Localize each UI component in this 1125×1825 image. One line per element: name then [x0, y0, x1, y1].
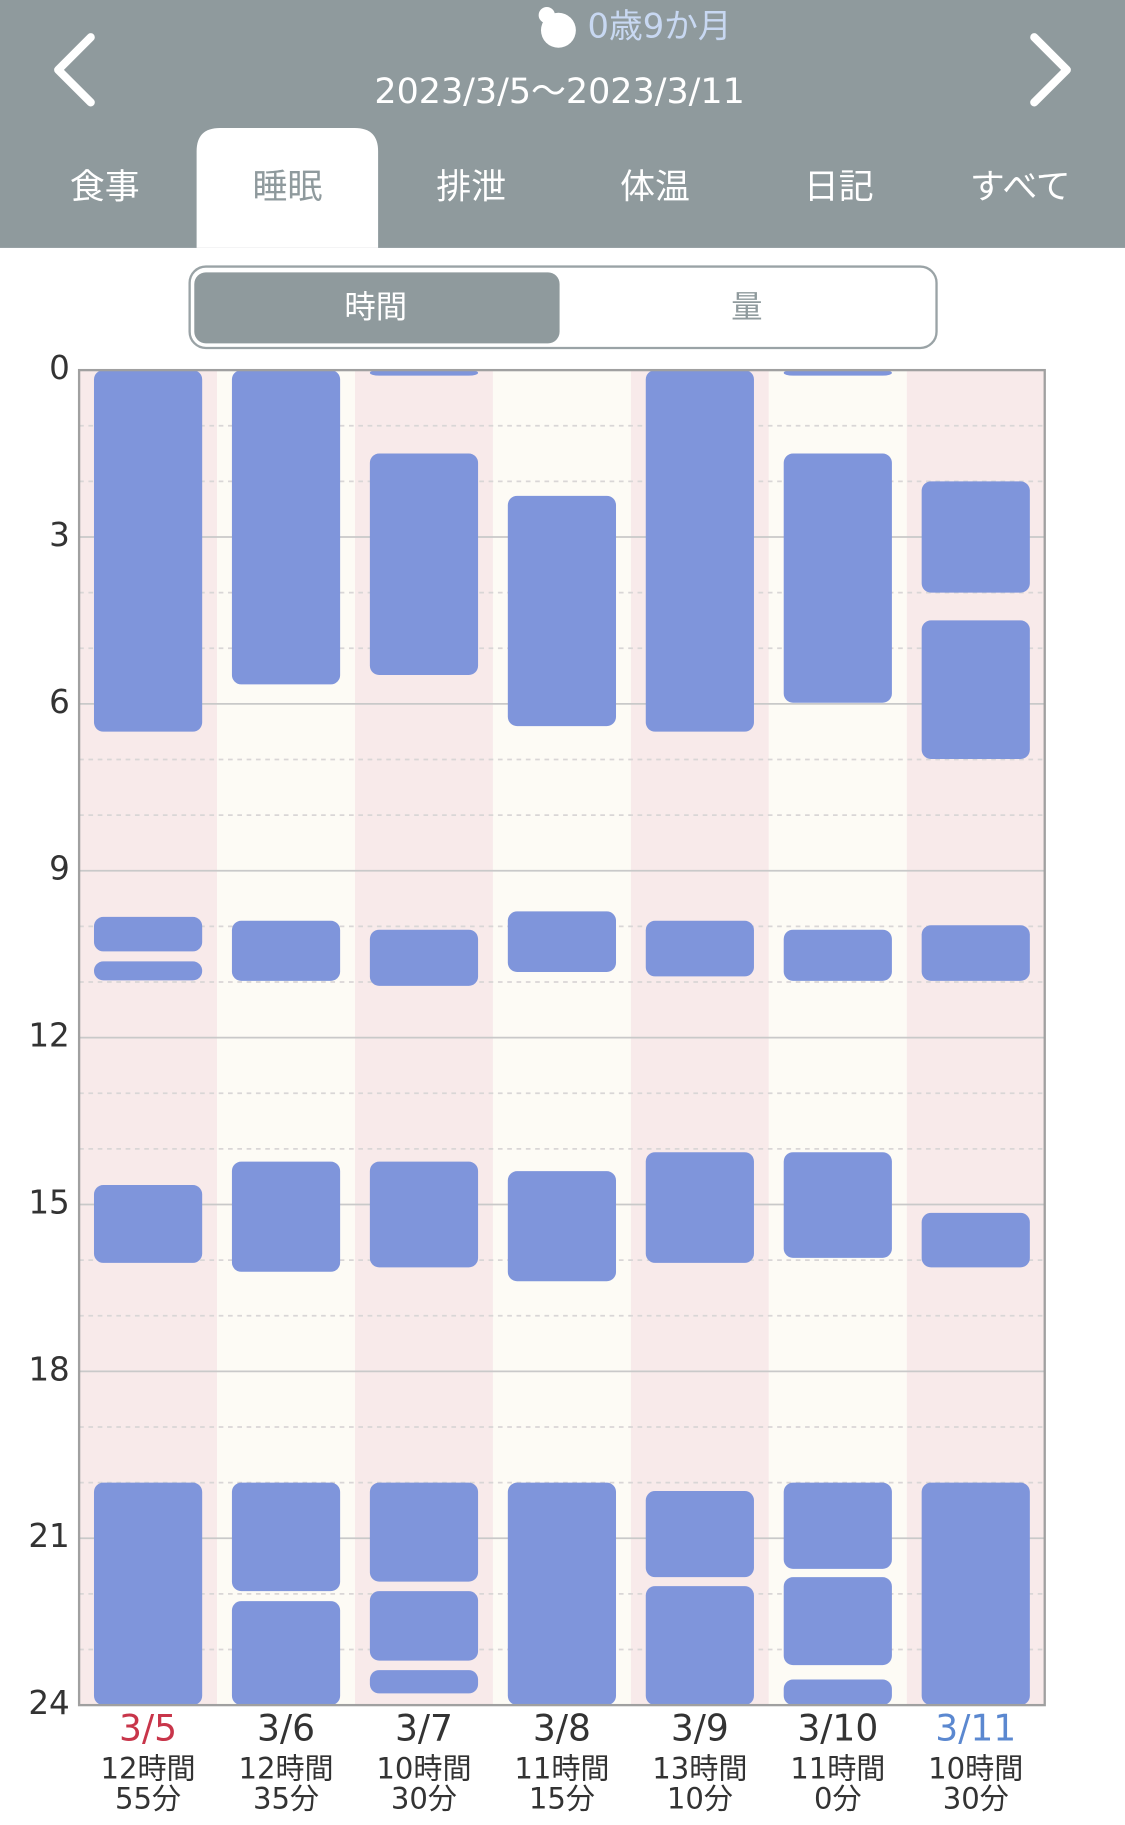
- sleep-bar: [921, 481, 1030, 593]
- active-tab-bg: [196, 128, 379, 248]
- x-tick-label: 3/9: [671, 1708, 729, 1750]
- sleep-bar: [783, 453, 892, 703]
- total-hours: 10時間: [928, 1751, 1023, 1785]
- x-tick-label: 3/8: [533, 1708, 591, 1750]
- total-hours: 11時間: [790, 1751, 885, 1785]
- sleep-bar: [93, 370, 203, 732]
- sleep-bar: [369, 1161, 479, 1268]
- total-hours: 12時間: [101, 1751, 196, 1785]
- total-minutes: 15分: [529, 1782, 595, 1816]
- sleep-bar: [93, 1185, 203, 1263]
- x-tick-label: 3/5: [119, 1708, 177, 1750]
- sleep-bar: [369, 1670, 479, 1694]
- tab[interactable]: 体温: [620, 168, 690, 208]
- y-tick-label: 6: [49, 683, 70, 721]
- age-label: 0歳9か月: [588, 6, 732, 45]
- sleep-bar: [921, 925, 1030, 981]
- sleep-bar: [93, 916, 203, 952]
- tab-bar: 食事 睡眠 排泄 体温 日記 すべて: [70, 128, 1071, 248]
- tab[interactable]: 食事: [70, 168, 140, 208]
- toggle-option[interactable]: 量: [731, 289, 762, 325]
- sleep-bar: [507, 495, 617, 727]
- sleep-bar: [507, 1171, 617, 1282]
- tab[interactable]: 睡眠: [252, 168, 322, 208]
- sleep-bar: [93, 1482, 203, 1706]
- chart: 036912151821243/512時間55分3/612時間35分3/710時…: [28, 349, 1046, 1816]
- sleep-bar: [369, 1591, 479, 1661]
- tab[interactable]: 日記: [804, 168, 874, 208]
- toggle-option[interactable]: 時間: [344, 289, 407, 325]
- x-tick-label: 3/11: [935, 1708, 1016, 1750]
- sleep-bar: [783, 370, 892, 376]
- date-range: 2023/3/5〜2023/3/11: [374, 72, 744, 112]
- sleep-bar: [507, 1482, 617, 1706]
- total-minutes: 10分: [667, 1782, 733, 1816]
- x-tick-label: 3/7: [395, 1708, 453, 1750]
- toggle-active-bg: [194, 272, 560, 344]
- sleep-bar: [645, 1586, 754, 1706]
- total-minutes: 35分: [253, 1782, 319, 1816]
- y-tick-label: 0: [49, 349, 70, 387]
- sleep-bar: [231, 1482, 341, 1592]
- sleep-bar: [369, 370, 479, 376]
- y-tick-label: 12: [28, 1017, 69, 1055]
- x-tick-label: 3/10: [797, 1708, 878, 1750]
- plot-frame: [77, 368, 1046, 1707]
- sleep-bar: [783, 1482, 892, 1569]
- sleep-bar: [921, 1212, 1030, 1268]
- total-hours: 10時間: [376, 1751, 471, 1785]
- y-tick-label: 21: [28, 1517, 69, 1555]
- sleep-bar: [231, 370, 341, 685]
- total-minutes: 0分: [814, 1782, 862, 1816]
- sleep-bar: [231, 1601, 341, 1706]
- sleep-bar: [93, 961, 203, 981]
- total-hours: 11時間: [514, 1751, 609, 1785]
- sleep-bar: [921, 620, 1030, 759]
- total-minutes: 30分: [391, 1782, 457, 1816]
- sleep-bar: [645, 1152, 754, 1263]
- sleep-bar: [369, 1482, 479, 1582]
- sleep-bar: [369, 929, 479, 986]
- sleep-bar: [645, 370, 754, 732]
- total-hours: 12時間: [238, 1751, 333, 1785]
- y-tick-label: 24: [28, 1684, 69, 1722]
- sleep-bar: [369, 453, 479, 675]
- baby-icon: [538, 6, 576, 48]
- sleep-bar: [783, 1152, 892, 1258]
- sleep-bar: [507, 911, 617, 972]
- sleep-bar: [783, 1679, 892, 1706]
- y-tick-label: 3: [49, 516, 70, 554]
- sleep-bar: [783, 1577, 892, 1666]
- prev-week-button[interactable]: [54, 33, 95, 107]
- sleep-bar: [921, 1482, 1030, 1706]
- y-tick-label: 18: [28, 1350, 69, 1388]
- y-tick-label: 15: [28, 1183, 69, 1221]
- sleep-bar: [645, 920, 754, 977]
- total-hours: 13時間: [652, 1751, 747, 1785]
- sleep-bar: [783, 929, 892, 981]
- sleep-bar: [231, 1161, 341, 1272]
- x-tick-label: 3/6: [257, 1708, 315, 1750]
- total-minutes: 55分: [115, 1782, 181, 1816]
- sleep-bar: [645, 1490, 754, 1578]
- next-week-button[interactable]: [1030, 33, 1071, 107]
- toggle: 時間 量: [194, 272, 763, 344]
- tab[interactable]: 排泄: [436, 168, 506, 208]
- y-tick-label: 9: [49, 850, 70, 888]
- total-minutes: 30分: [943, 1782, 1009, 1816]
- tab[interactable]: すべて: [970, 168, 1071, 208]
- sleep-bar: [231, 920, 341, 981]
